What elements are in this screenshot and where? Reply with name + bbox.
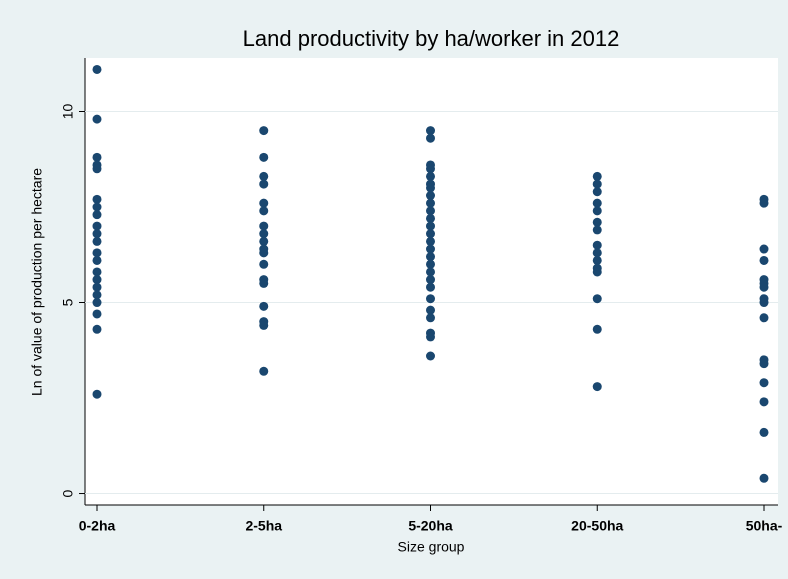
point (92, 248, 102, 258)
point (426, 191, 435, 201)
point (426, 171, 435, 181)
point (592, 171, 602, 181)
point (426, 267, 435, 277)
point (426, 305, 435, 315)
point (92, 389, 102, 399)
point (592, 198, 602, 208)
point (592, 248, 602, 258)
point (92, 164, 102, 174)
point (426, 294, 435, 304)
point (426, 236, 435, 246)
point (259, 171, 269, 181)
chart-title: Land productivity by ha/worker in 2012 (243, 26, 620, 51)
point (259, 229, 269, 239)
point (592, 294, 602, 304)
point (426, 164, 435, 174)
point (592, 255, 602, 265)
x-tick-label: 2-5ha (245, 518, 282, 534)
point (92, 194, 102, 204)
point (759, 255, 769, 265)
y-tick-label: 10 (60, 103, 76, 119)
point (426, 198, 435, 208)
point (592, 225, 602, 235)
point (92, 152, 102, 162)
x-tick-label: 50ha- (746, 518, 783, 534)
point (92, 255, 102, 265)
point (92, 275, 102, 285)
x-tick-label: 20-50ha (571, 518, 623, 534)
point (759, 427, 769, 437)
point (426, 244, 435, 254)
point (759, 473, 769, 483)
point (92, 298, 102, 308)
point (759, 282, 769, 292)
y-tick-label: 5 (60, 298, 76, 306)
point (426, 313, 435, 323)
point (259, 366, 269, 376)
point (92, 324, 102, 334)
point (259, 320, 269, 330)
x-axis-label: Size group (398, 539, 465, 555)
point (92, 114, 102, 124)
point (426, 282, 435, 292)
x-tick-label: 5-20ha (408, 518, 453, 534)
point (259, 301, 269, 311)
point (259, 198, 269, 208)
point (92, 202, 102, 212)
point (259, 278, 269, 288)
point (426, 252, 435, 262)
point (92, 64, 102, 74)
point (259, 179, 269, 189)
point (426, 183, 435, 193)
point (92, 282, 102, 292)
point (759, 313, 769, 323)
point (259, 236, 269, 246)
x-tick-label: 0-2ha (79, 518, 116, 534)
point (259, 152, 269, 162)
point (426, 332, 435, 342)
point (759, 359, 769, 369)
point (92, 267, 102, 277)
point (92, 236, 102, 246)
y-axis-label: Ln of value of production per hectare (29, 168, 45, 396)
y-tick-label: 0 (60, 489, 76, 497)
point (259, 259, 269, 269)
point (259, 221, 269, 231)
point (92, 221, 102, 231)
point (92, 210, 102, 220)
point (592, 382, 602, 392)
point (592, 187, 602, 197)
point (259, 126, 269, 136)
point (426, 275, 435, 285)
point (592, 217, 602, 227)
point (759, 244, 769, 254)
point (92, 290, 102, 300)
point (426, 126, 435, 136)
point (592, 179, 602, 189)
point (592, 240, 602, 250)
point (92, 229, 102, 239)
point (426, 351, 435, 361)
point (259, 206, 269, 216)
point (426, 229, 435, 239)
point (426, 259, 435, 269)
point (426, 206, 435, 216)
point (592, 206, 602, 216)
point (426, 133, 435, 143)
point (426, 221, 435, 231)
point (426, 213, 435, 223)
point (759, 397, 769, 407)
point (759, 378, 769, 388)
point (759, 298, 769, 308)
point (259, 248, 269, 258)
point (92, 309, 102, 319)
point (592, 324, 602, 334)
point (759, 198, 769, 208)
point (592, 267, 602, 277)
